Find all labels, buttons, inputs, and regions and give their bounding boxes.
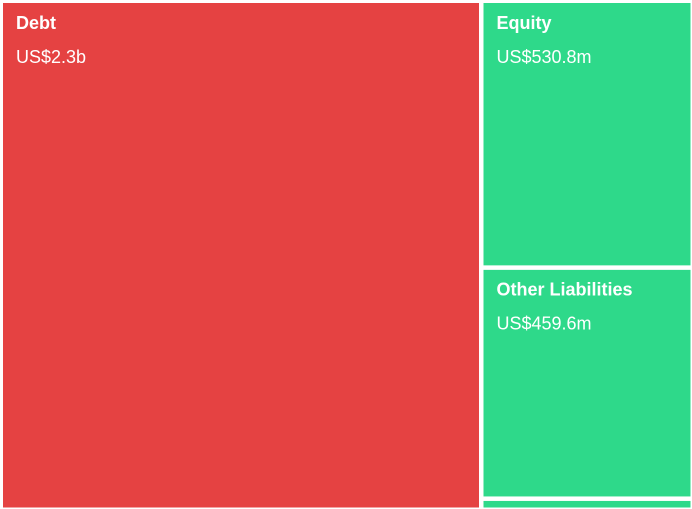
tile-label: Equity (496, 13, 551, 33)
tile (483, 500, 691, 508)
tile (483, 3, 691, 266)
tile (483, 269, 691, 497)
tile-value: US$459.6m (496, 314, 591, 334)
tile (3, 3, 479, 508)
tile-value: US$2.3b (16, 47, 86, 67)
tile-label: Other Liabilities (496, 280, 632, 300)
tile-value: US$530.8m (496, 47, 591, 67)
tile-label: Debt (16, 13, 56, 33)
